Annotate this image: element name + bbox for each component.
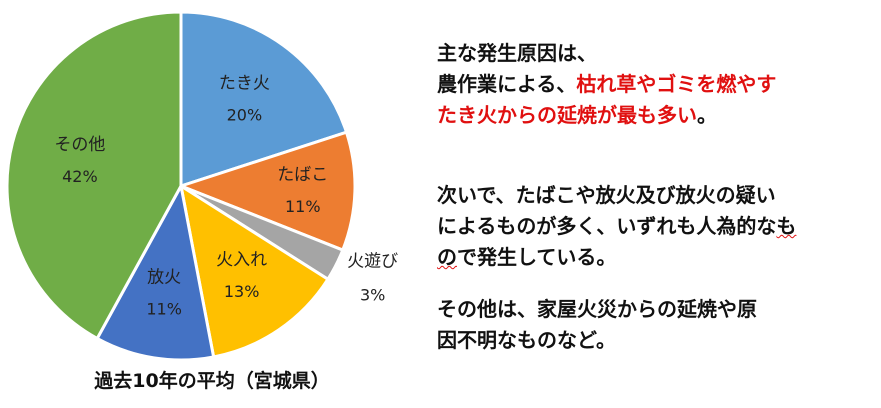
p2-line3-a: の <box>437 245 457 269</box>
slice-percent-hiire: 13% <box>224 282 260 301</box>
pie-slice-tabako <box>176 130 357 253</box>
p1-line3-red: たき火からの延焼が最も多い <box>437 103 697 127</box>
p1-line2-red: 枯れ草やゴミを燃やす <box>576 72 777 96</box>
pie-slice-takibi <box>179 10 349 189</box>
pie-slice-houka <box>95 181 216 362</box>
paragraph-other-causes: その他は、家屋火災からの延焼や原 因不明なものなど。 <box>437 294 757 356</box>
paragraph-main-causes: 主な発生原因は、 農作業による、枯れ草やゴミを燃やす たき火からの延焼が最も多い… <box>437 38 776 131</box>
slice-label-takibi: たき火 <box>219 74 270 94</box>
pie-slice-hiire <box>178 182 330 359</box>
slice-label-hiasobi: 火遊び <box>347 251 398 271</box>
slice-label-hiire: 火入れ <box>216 250 267 270</box>
p2-line1: 次いで、たばこや放火及び放火の疑い <box>437 183 776 207</box>
p1-line1: 主な発生原因は、 <box>437 41 597 65</box>
p3-line1: その他は、家屋火災からの延焼や原 <box>437 297 757 321</box>
slice-label-sonota: その他 <box>54 135 105 155</box>
slice-label-houka: 放火 <box>147 268 181 288</box>
chart-caption: 過去10年の平均（宮城県） <box>94 370 330 392</box>
slice-percent-takibi: 20% <box>227 106 263 125</box>
paragraph-secondary-causes: 次いで、たばこや放火及び放火の疑い によるものが多く、いずれも人為的なも ので発… <box>437 180 796 273</box>
slice-label-tabako: たばこ <box>277 165 328 185</box>
slice-percent-houka: 11% <box>146 300 182 319</box>
p3-line2: 因不明なものなど。 <box>437 328 616 352</box>
p1-line3-end: 。 <box>697 103 717 127</box>
pie-slice-sonota <box>5 10 183 341</box>
slice-percent-tabako: 11% <box>285 197 321 216</box>
p2-line3-b: で発生している。 <box>457 245 617 269</box>
p2-line2-b: も <box>776 214 797 238</box>
p2-line2-a: によるものが多く、いずれも人為的な <box>437 214 777 238</box>
slice-percent-sonota: 42% <box>62 167 98 186</box>
slice-percent-hiasobi: 3% <box>360 285 385 304</box>
p1-line2-black: 農作業による、 <box>437 72 577 96</box>
